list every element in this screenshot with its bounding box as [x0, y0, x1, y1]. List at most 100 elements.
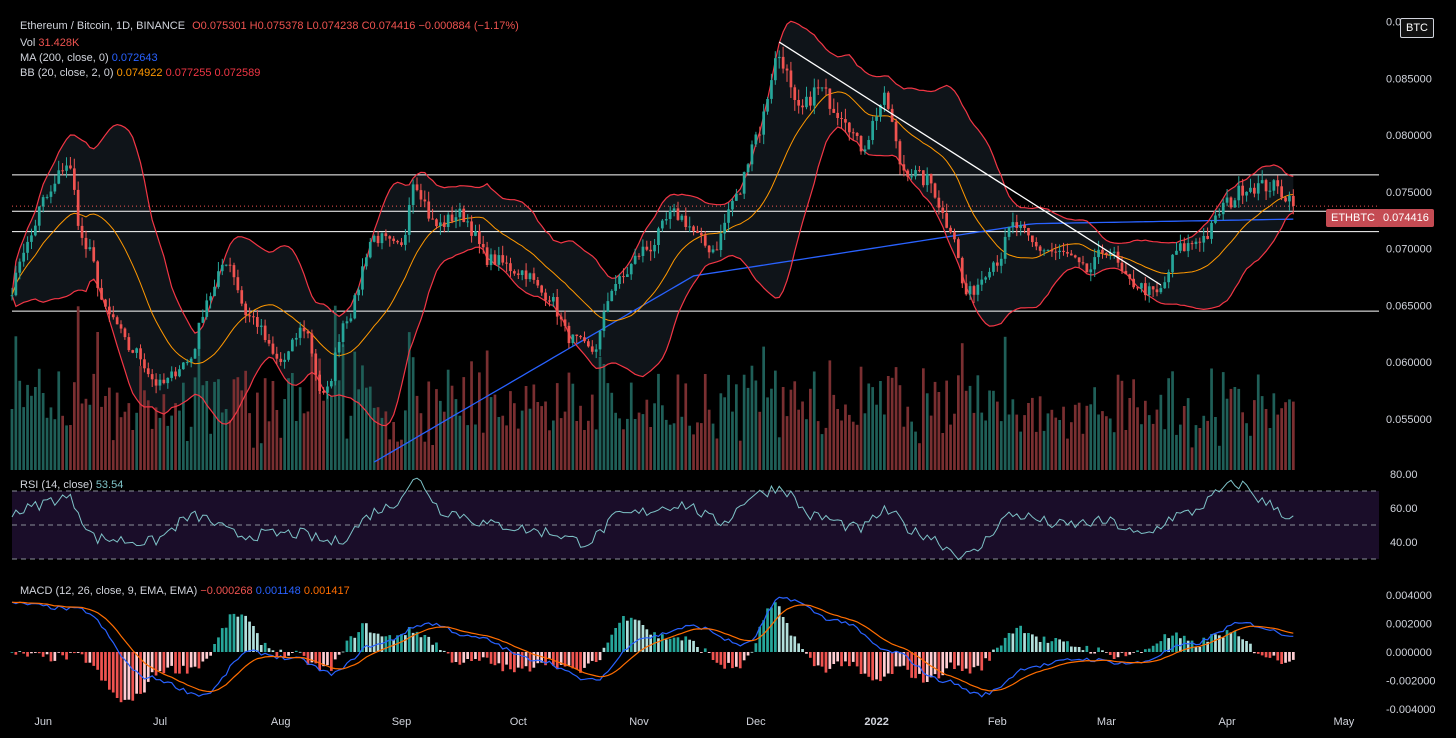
- volume-bar: [333, 305, 337, 470]
- macd-histogram-bar: [863, 652, 867, 674]
- macd-histogram-bar: [1144, 649, 1147, 652]
- bb-label: BB (20, close, 2, 0): [20, 67, 114, 79]
- candle-body: [166, 377, 170, 384]
- candle-body: [14, 272, 18, 296]
- candle-body: [524, 270, 528, 280]
- macd-histogram-bar: [189, 652, 193, 668]
- price-tag-value: 0.074416: [1378, 209, 1434, 227]
- volume-bar: [497, 417, 501, 470]
- candle-body: [832, 108, 836, 113]
- volume-bar: [941, 433, 945, 470]
- candle-body: [1214, 215, 1217, 223]
- candle-body: [139, 348, 142, 360]
- macd-histogram-bar: [575, 652, 579, 670]
- candle-body: [840, 118, 843, 119]
- candle-body: [637, 255, 641, 257]
- macd-legend[interactable]: MACD (12, 26, close, 9, EMA, EMA) −0.000…: [20, 584, 350, 599]
- volume-bar: [1031, 397, 1034, 470]
- volume-bar: [567, 372, 571, 470]
- volume-bar: [719, 393, 723, 470]
- candle-body: [485, 247, 489, 265]
- volume-bar: [964, 390, 968, 470]
- volume-bar: [579, 405, 582, 470]
- macd-histogram-bar: [707, 652, 711, 653]
- bb-upper-value: 0.077255: [165, 67, 212, 79]
- candle-body: [178, 369, 181, 377]
- macd-histogram-bar: [1159, 641, 1163, 652]
- volume-bar: [185, 441, 189, 470]
- macd-histogram-bar: [96, 652, 99, 670]
- candle-body: [201, 316, 205, 323]
- currency-badge[interactable]: BTC: [1400, 18, 1434, 38]
- macd-histogram-bar: [170, 652, 173, 666]
- candle-body: [723, 222, 726, 234]
- macd-histogram-bar: [143, 652, 146, 693]
- candle-body: [493, 254, 497, 265]
- volume-bar: [182, 382, 185, 470]
- candle-body: [217, 271, 220, 287]
- candle-body: [653, 245, 656, 252]
- candle-body: [516, 273, 520, 275]
- candle-body: [415, 184, 419, 191]
- candle-body: [263, 325, 267, 340]
- volume-bar: [442, 411, 446, 470]
- volume-bar: [92, 373, 96, 470]
- rsi-legend[interactable]: RSI (14, close) 53.54: [20, 478, 123, 493]
- candle-body: [283, 359, 286, 362]
- candle-body: [26, 241, 29, 253]
- candle-body: [248, 315, 251, 317]
- vol-legend[interactable]: Vol 31.428K: [20, 36, 79, 51]
- candle-body: [1260, 180, 1264, 184]
- volume-bar: [664, 419, 668, 470]
- candle-body: [559, 316, 563, 320]
- volume-bar: [863, 413, 867, 470]
- candle-body: [890, 108, 894, 122]
- macd-histogram-bar: [201, 652, 205, 662]
- candle-body: [828, 88, 832, 109]
- bb-legend[interactable]: BB (20, close, 2, 0) 0.074922 0.077255 0…: [20, 66, 260, 81]
- macd-histogram-bar: [267, 648, 271, 652]
- candle-body: [836, 112, 839, 118]
- ma-legend[interactable]: MA (200, close, 0) 0.072643: [20, 51, 158, 66]
- candle-body: [1015, 222, 1019, 228]
- volume-bar: [793, 381, 797, 470]
- macd-histogram-bar: [968, 652, 972, 674]
- volume-bar: [368, 386, 372, 470]
- macd-histogram-bar: [1093, 652, 1096, 654]
- volume-bar: [918, 443, 921, 470]
- volume-bar: [1253, 400, 1256, 470]
- candle-body: [875, 116, 878, 121]
- candle-body: [1280, 186, 1283, 198]
- symbol-title[interactable]: Ethereum / Bitcoin, 1D, BINANCE: [20, 20, 186, 32]
- macd-histogram-bar: [929, 652, 933, 678]
- volume-bar: [201, 385, 205, 470]
- volume-bar: [104, 396, 107, 470]
- macd-histogram-bar: [918, 652, 921, 674]
- macd-histogram-bar: [1085, 645, 1089, 652]
- candle-body: [1167, 272, 1170, 283]
- candle-body: [474, 231, 477, 236]
- macd-histogram-bar: [462, 652, 466, 663]
- macd-histogram-bar: [283, 652, 286, 658]
- volume-bar: [146, 400, 150, 470]
- volume-bar: [1276, 414, 1280, 470]
- candle-body: [727, 209, 730, 223]
- macd-histogram-bar: [1128, 652, 1132, 655]
- candle-body: [462, 208, 466, 222]
- macd-histogram-bar: [53, 652, 57, 661]
- volume-bar: [509, 391, 512, 470]
- candle-body: [115, 317, 119, 325]
- macd-value: 0.001148: [255, 585, 301, 597]
- candle-body: [252, 316, 255, 318]
- macd-histogram-bar: [419, 637, 423, 652]
- volume-bar: [805, 419, 808, 470]
- candle-body: [941, 207, 945, 213]
- volume-bar: [626, 418, 629, 470]
- volume-bar: [135, 412, 138, 470]
- candle-body: [384, 233, 388, 237]
- macd-histogram-bar: [427, 636, 431, 652]
- candle-body: [275, 353, 279, 359]
- ma-200-line: [373, 218, 1294, 463]
- candle-body: [1027, 228, 1030, 236]
